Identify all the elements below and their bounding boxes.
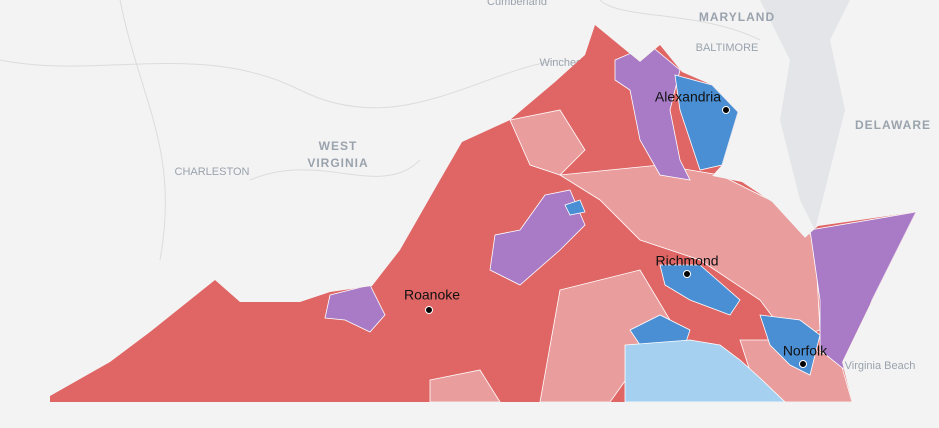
place-label: Cumberland bbox=[487, 0, 547, 8]
place-label: WEST bbox=[319, 139, 358, 153]
city-label: Alexandria bbox=[655, 89, 721, 105]
water bbox=[760, 0, 850, 230]
place-label: Virginia Beach bbox=[845, 360, 916, 372]
city-dot bbox=[425, 306, 433, 314]
district bbox=[674, 74, 739, 171]
district bbox=[614, 44, 691, 181]
district bbox=[659, 264, 741, 316]
district bbox=[759, 314, 821, 376]
city-dot bbox=[722, 106, 730, 114]
place-label: DELAWARE bbox=[855, 118, 931, 132]
city-label: Roanoke bbox=[404, 287, 460, 303]
district bbox=[509, 109, 586, 176]
place-label: MARYLAND bbox=[699, 10, 775, 24]
city-dot bbox=[683, 270, 691, 278]
district bbox=[564, 199, 586, 216]
place-label: CHARLESTON bbox=[175, 166, 250, 178]
place-label: BALTIMORE bbox=[696, 42, 759, 54]
city-dot bbox=[799, 360, 807, 368]
roads bbox=[0, 0, 761, 261]
city-label: Richmond bbox=[655, 253, 718, 269]
district bbox=[624, 339, 786, 402]
city-label: Norfolk bbox=[783, 343, 828, 359]
place-label: VIRGINIA bbox=[307, 156, 368, 170]
district bbox=[429, 369, 501, 402]
